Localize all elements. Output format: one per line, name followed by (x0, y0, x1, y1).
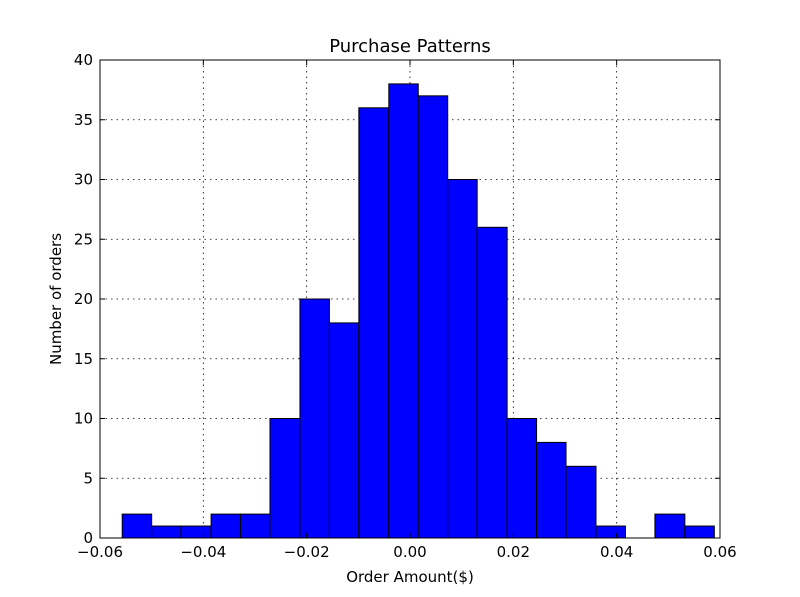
histogram-bar (565, 465, 597, 539)
y-tick-label: 30 (74, 171, 93, 189)
histogram-bar (269, 418, 301, 539)
y-axis-label: Number of orders (47, 233, 65, 365)
x-tick-labels: −0.06 −0.04 −0.02 0.00 0.02 0.04 0.06 (77, 543, 737, 561)
x-tick-label: 0.00 (393, 543, 426, 561)
x-tick-label: 0.06 (703, 543, 736, 561)
histogram-bar (328, 322, 360, 539)
histogram-bar (388, 83, 419, 539)
x-axis-label: Order Amount($) (346, 568, 474, 586)
histogram-bar (299, 298, 330, 539)
y-tick-label: 40 (74, 51, 93, 69)
x-tick-label: 0.04 (600, 543, 633, 561)
histogram-bar (684, 525, 715, 539)
histogram-bar (240, 513, 271, 539)
histogram-bar (121, 513, 153, 539)
y-tick-label: 35 (74, 111, 93, 129)
histogram-bar (417, 95, 449, 539)
y-tick-label: 5 (83, 469, 93, 487)
y-tick-labels: 0 5 10 15 20 25 30 35 40 (74, 51, 93, 547)
x-tick-label: 0.02 (497, 543, 530, 561)
histogram-bar (476, 226, 508, 539)
histogram-bar (151, 525, 182, 539)
histogram-bar (595, 525, 626, 539)
y-tick-label: 15 (74, 350, 93, 368)
y-tick-label: 20 (74, 290, 93, 308)
histogram-bar (506, 418, 538, 539)
x-tick-label: −0.06 (77, 543, 123, 561)
y-tick-label: 10 (74, 410, 93, 428)
chart-title: Purchase Patterns (329, 36, 491, 57)
x-tick-label: −0.02 (284, 543, 330, 561)
histogram-bar (210, 513, 242, 539)
y-tick-label: 25 (74, 230, 93, 248)
histogram-bar (180, 525, 212, 539)
histogram-bar (654, 513, 686, 539)
axis-ticks (99, 59, 721, 539)
histogram-bar (536, 441, 567, 539)
histogram-bar (447, 179, 478, 539)
histogram-bars (121, 83, 715, 539)
y-tick-label: 0 (83, 529, 93, 547)
x-tick-label: −0.04 (180, 543, 226, 561)
histogram-bar (358, 107, 390, 539)
